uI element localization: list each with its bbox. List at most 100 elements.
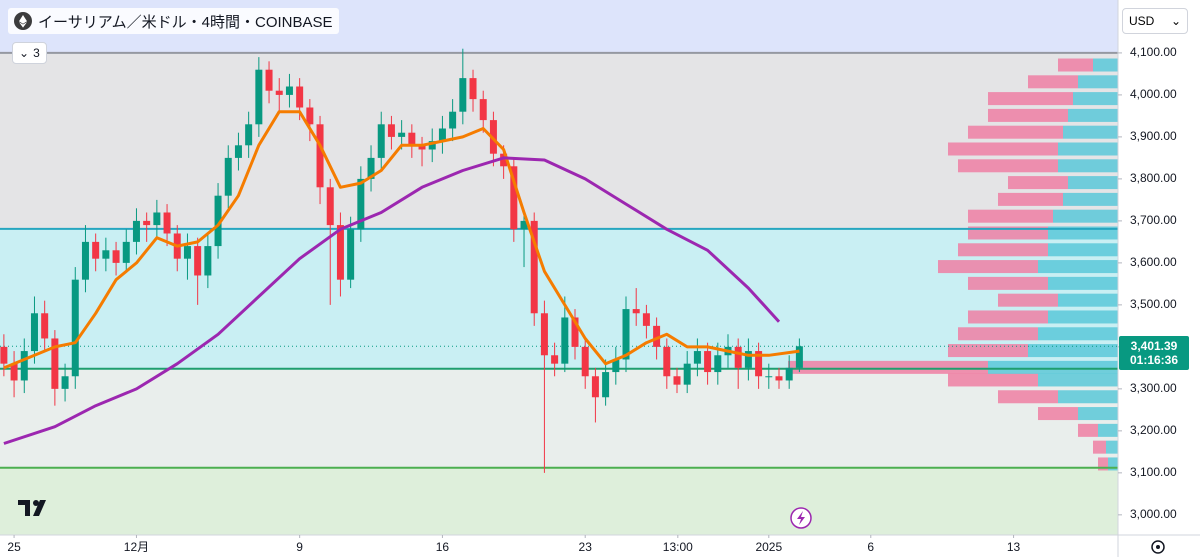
volume-down xyxy=(988,92,1073,106)
tv-logo xyxy=(18,500,46,516)
candle-body xyxy=(71,279,79,377)
candle-body xyxy=(377,124,385,158)
last-price: 3,401.39 xyxy=(1130,339,1178,354)
volume-down xyxy=(948,142,1058,156)
volume-up xyxy=(1093,58,1118,72)
volume-up xyxy=(1108,457,1118,471)
candle-body xyxy=(214,195,222,247)
candle-body xyxy=(81,241,89,280)
volume-down xyxy=(948,344,1028,358)
y-tick-label: 3,300.00 xyxy=(1130,381,1177,395)
candle-body xyxy=(153,212,161,226)
volume-down xyxy=(1098,457,1108,471)
y-tick-label: 3,100.00 xyxy=(1130,465,1177,479)
candle-body xyxy=(479,99,487,121)
candle-body xyxy=(163,212,171,234)
candle-body xyxy=(693,351,701,364)
candle-body xyxy=(398,132,406,137)
volume-up xyxy=(1048,243,1118,257)
candle-body xyxy=(112,250,120,263)
volume-down xyxy=(1028,75,1078,89)
volume-down xyxy=(958,243,1048,257)
candle-body xyxy=(540,313,548,356)
candle-body xyxy=(785,367,793,381)
candle-body xyxy=(500,153,508,167)
candle-body xyxy=(683,363,691,385)
volume-down xyxy=(1078,423,1098,437)
candle-body xyxy=(194,246,202,276)
x-tick-label: 13:00 xyxy=(663,540,693,554)
last-price-label: 3,401.39 01:16:36 xyxy=(1119,336,1189,371)
candle-body xyxy=(438,128,446,142)
volume-down xyxy=(1008,176,1068,190)
candle-body xyxy=(51,338,59,389)
volume-down xyxy=(988,108,1068,122)
candle-body xyxy=(755,351,763,377)
eth-icon xyxy=(14,12,32,30)
zone xyxy=(0,368,1118,468)
candle-body xyxy=(612,359,620,373)
y-tick-label: 3,200.00 xyxy=(1130,423,1177,437)
indicator-toggle[interactable]: ⌄ 3 xyxy=(12,42,47,64)
candle-body xyxy=(408,132,416,146)
volume-up xyxy=(1068,176,1118,190)
currency-select[interactable]: USD ⌄ xyxy=(1122,8,1188,34)
settings-icon[interactable] xyxy=(1151,540,1165,554)
volume-down xyxy=(1058,58,1093,72)
volume-up xyxy=(1048,310,1118,324)
y-tick-label: 3,500.00 xyxy=(1130,297,1177,311)
lightning-icon[interactable] xyxy=(790,507,812,529)
x-tick-label: 2025 xyxy=(755,540,782,554)
volume-up xyxy=(1098,423,1118,437)
volume-down xyxy=(998,390,1058,404)
y-tick-label: 3,700.00 xyxy=(1130,213,1177,227)
symbol-title[interactable]: イーサリアム／米ドル・4時間・COINBASE xyxy=(8,8,339,34)
candle-body xyxy=(367,157,375,179)
volume-down xyxy=(998,293,1058,307)
candle-body xyxy=(275,90,283,95)
volume-down xyxy=(968,125,1063,139)
candle-body xyxy=(581,346,589,377)
candle-body xyxy=(602,372,610,398)
volume-up xyxy=(1038,373,1118,387)
candle-body xyxy=(143,220,151,226)
volume-down xyxy=(968,209,1053,223)
candle-body xyxy=(510,166,518,230)
volume-up xyxy=(1048,276,1118,290)
candle-body xyxy=(469,78,477,100)
candle-body xyxy=(92,241,100,259)
volume-down xyxy=(998,192,1063,206)
volume-up xyxy=(1078,75,1118,89)
x-tick-label: 13 xyxy=(1007,540,1021,554)
candle-body xyxy=(653,325,661,347)
candle-body xyxy=(571,317,579,347)
x-tick-label: 16 xyxy=(436,540,450,554)
candle-body xyxy=(10,363,18,381)
x-tick-label: 25 xyxy=(7,540,21,554)
candle-body xyxy=(102,250,110,259)
volume-up xyxy=(1073,92,1118,106)
y-tick-label: 3,000.00 xyxy=(1130,507,1177,521)
chevron: ⌄ xyxy=(19,46,30,60)
candle-body xyxy=(20,351,28,381)
candle-body xyxy=(744,351,752,368)
candle-body xyxy=(234,145,242,158)
y-tick-label: 4,100.00 xyxy=(1130,45,1177,59)
candle-body xyxy=(122,241,130,263)
volume-up xyxy=(1063,125,1118,139)
candle-body xyxy=(551,355,559,364)
candle-body xyxy=(61,376,69,389)
chevron: ⌄ xyxy=(1170,14,1181,28)
x-tick-label: 9 xyxy=(296,540,303,554)
candle-body xyxy=(255,69,263,125)
candle-body xyxy=(316,124,324,188)
candle-body xyxy=(795,346,803,368)
candle-body xyxy=(265,69,273,91)
x-tick-label: 23 xyxy=(579,540,593,554)
volume-down xyxy=(948,373,1038,387)
volume-up xyxy=(1053,209,1118,223)
volume-up xyxy=(1106,440,1118,454)
volume-up xyxy=(1038,260,1118,274)
candle-body xyxy=(418,145,426,150)
